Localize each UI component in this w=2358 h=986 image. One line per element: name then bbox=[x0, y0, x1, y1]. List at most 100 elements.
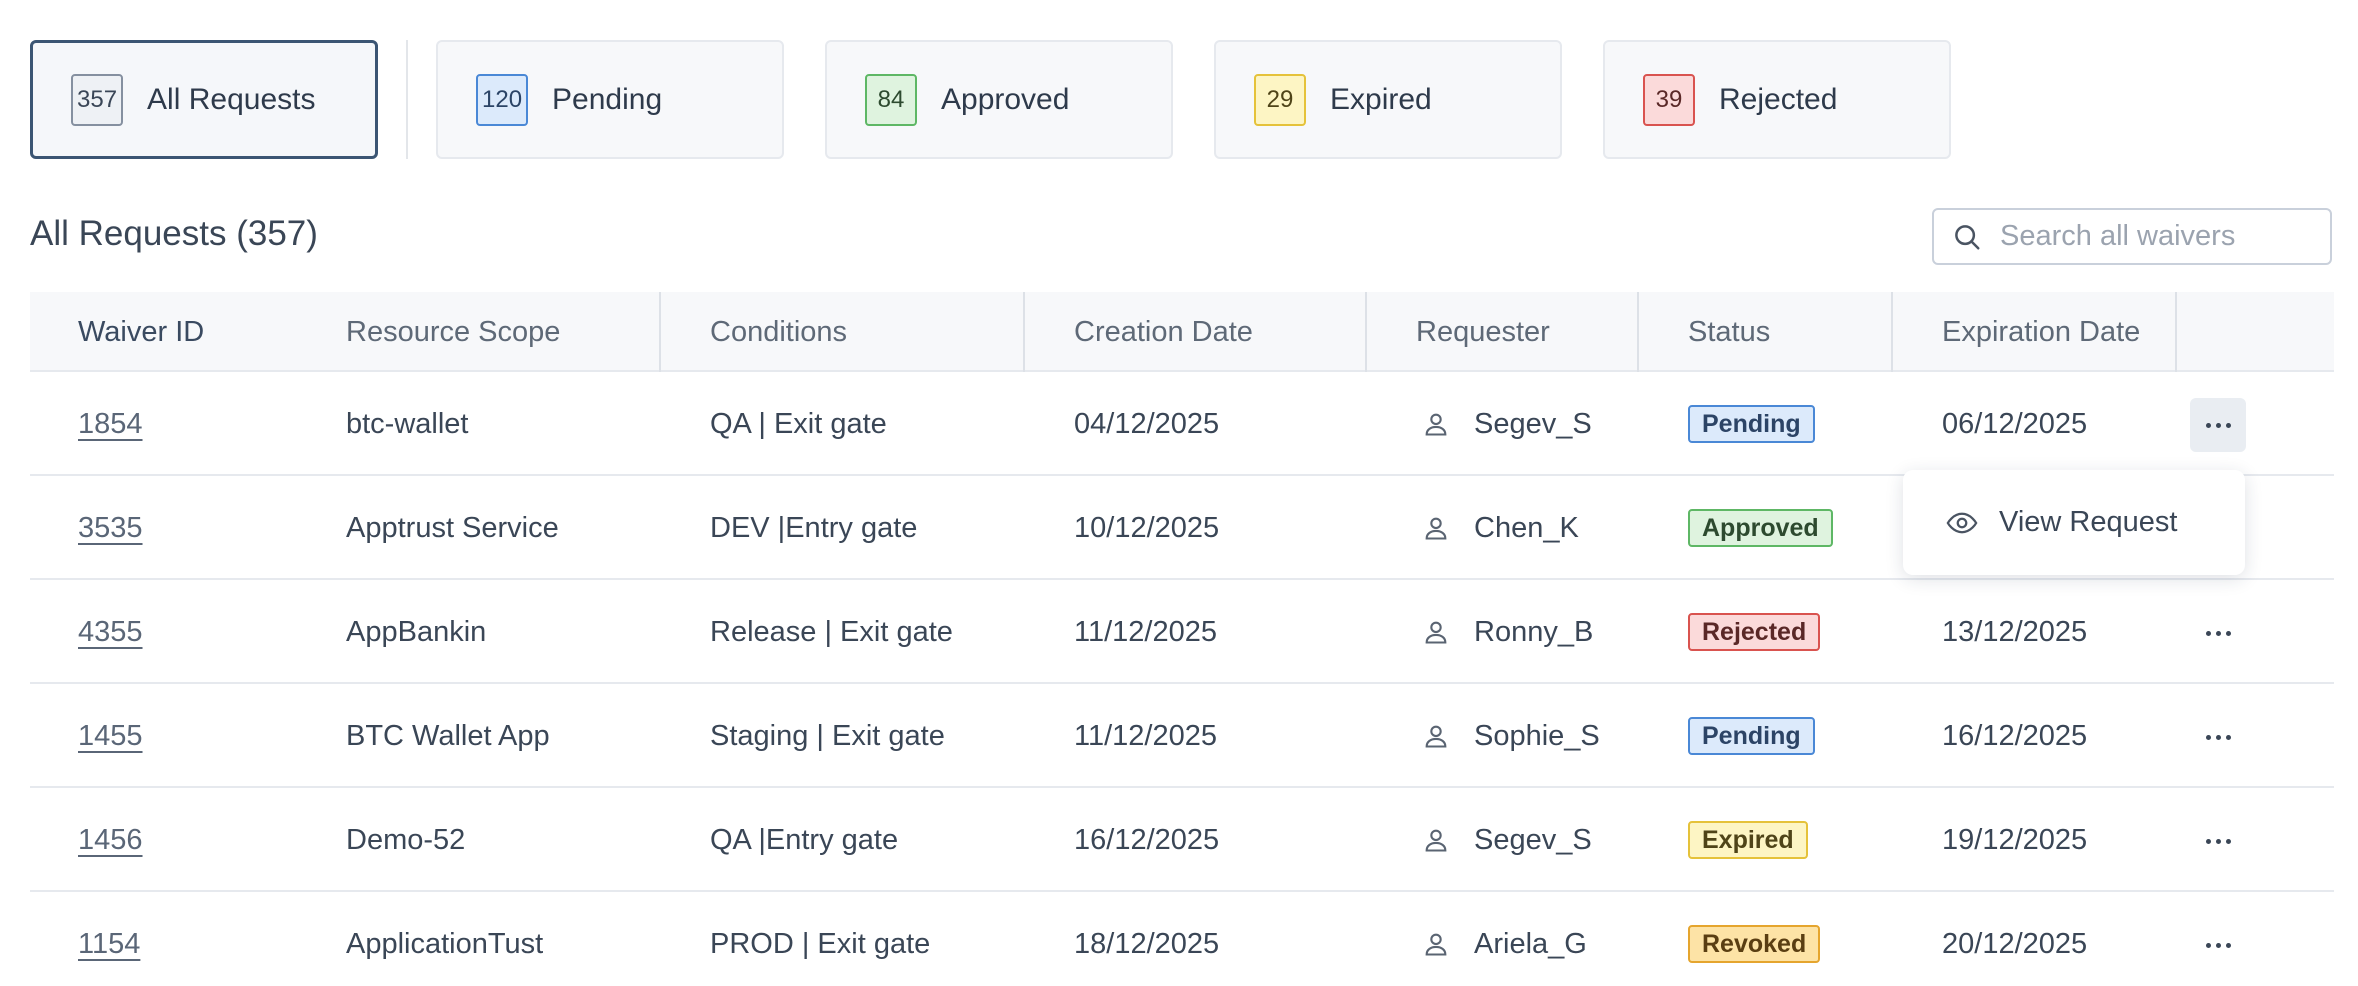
column-header-expiration-date[interactable]: Expiration Date bbox=[1942, 315, 2141, 348]
tab-count-badge: 39 bbox=[1643, 73, 1695, 126]
conditions: DEV |Entry gate bbox=[710, 511, 918, 544]
requester: Chen_K bbox=[1422, 476, 1579, 580]
tab-count-badge: 84 bbox=[865, 73, 917, 126]
creation-date: 04/12/2025 bbox=[1074, 407, 1220, 440]
column-header-waiver-id[interactable]: Waiver ID bbox=[78, 315, 205, 348]
conditions: PROD | Exit gate bbox=[710, 927, 931, 960]
waiver-id-link[interactable]: 1455 bbox=[78, 719, 143, 752]
view-request-menu-item[interactable]: View Request bbox=[1999, 506, 2178, 538]
status-badge: Expired bbox=[1688, 821, 1808, 859]
status-badge: Rejected bbox=[1688, 613, 1821, 651]
status-tabs: 357 All Requests 120 Pending 84 Approved… bbox=[30, 40, 1951, 159]
column-header-requester[interactable]: Requester bbox=[1416, 315, 1550, 348]
requester: Ariela_G bbox=[1422, 892, 1587, 986]
row-actions-menu[interactable]: View Request bbox=[1903, 470, 2245, 575]
tab-count-badge: 120 bbox=[476, 73, 529, 126]
user-icon bbox=[1425, 829, 1447, 852]
status-badge: Pending bbox=[1688, 405, 1815, 443]
page-title: All Requests (357) bbox=[30, 214, 318, 253]
resource-scope: Demo-52 bbox=[346, 823, 466, 856]
tab-pending[interactable]: 120 Pending bbox=[436, 40, 784, 159]
status-badge: Pending bbox=[1688, 717, 1815, 755]
tab-rejected[interactable]: 39 Rejected bbox=[1603, 40, 1951, 159]
tab-label: Expired bbox=[1330, 82, 1432, 116]
column-header-status[interactable]: Status bbox=[1688, 315, 1771, 348]
resource-scope: BTC Wallet App bbox=[346, 719, 550, 752]
table-row[interactable]: 4355 AppBankin Release | Exit gate 11/12… bbox=[30, 580, 2334, 684]
requester: Ronny_B bbox=[1422, 580, 1593, 684]
requester-name: Ronny_B bbox=[1474, 615, 1594, 648]
column-divider[interactable] bbox=[1891, 292, 1893, 372]
waiver-id-link[interactable]: 4355 bbox=[78, 615, 143, 648]
column-header-creation-date[interactable]: Creation Date bbox=[1074, 315, 1253, 348]
column-divider[interactable] bbox=[2175, 292, 2177, 372]
more-horizontal-icon[interactable] bbox=[2190, 814, 2246, 868]
table-row[interactable]: 3535 Apptrust Service DEV |Entry gate 10… bbox=[30, 476, 2334, 580]
requester-name: Sophie_S bbox=[1474, 719, 1600, 752]
search-icon bbox=[1955, 224, 1980, 249]
eye-icon bbox=[1946, 512, 1978, 533]
more-horizontal-icon[interactable] bbox=[2190, 606, 2246, 660]
table-row[interactable]: 1854 btc-wallet QA | Exit gate 04/12/202… bbox=[30, 372, 2334, 476]
waiver-id-link[interactable]: 1854 bbox=[78, 407, 143, 440]
tab-label: Rejected bbox=[1719, 82, 1838, 116]
column-divider[interactable] bbox=[1365, 292, 1367, 372]
requester-name: Chen_K bbox=[1474, 511, 1579, 544]
requester: Segev_S bbox=[1422, 788, 1592, 892]
tab-count-badge: 29 bbox=[1254, 73, 1306, 126]
resource-scope: Apptrust Service bbox=[346, 511, 559, 544]
table-row[interactable]: 1455 BTC Wallet App Staging | Exit gate … bbox=[30, 684, 2334, 788]
user-icon bbox=[1425, 517, 1447, 540]
creation-date: 11/12/2025 bbox=[1074, 719, 1217, 752]
column-header-resource-scope[interactable]: Resource Scope bbox=[346, 315, 561, 348]
expiration-date: 19/12/2025 bbox=[1942, 823, 2088, 856]
requester-name: Segev_S bbox=[1474, 823, 1592, 856]
creation-date: 18/12/2025 bbox=[1074, 927, 1220, 960]
requester-name: Segev_S bbox=[1474, 407, 1592, 440]
column-divider[interactable] bbox=[1023, 292, 1025, 372]
search-box[interactable] bbox=[1932, 208, 2332, 265]
tab-count-badge: 357 bbox=[71, 73, 124, 126]
waiver-id-link[interactable]: 1456 bbox=[78, 823, 143, 856]
tab-label: Pending bbox=[552, 82, 663, 116]
conditions: Staging | Exit gate bbox=[710, 719, 945, 752]
user-icon bbox=[1425, 621, 1447, 644]
more-horizontal-icon[interactable] bbox=[2190, 710, 2246, 764]
conditions: QA | Exit gate bbox=[710, 407, 887, 440]
tab-all-requests[interactable]: 357 All Requests bbox=[30, 40, 378, 159]
user-icon bbox=[1425, 413, 1447, 436]
requester: Sophie_S bbox=[1422, 684, 1600, 788]
table-header: Waiver ID Resource Scope Conditions Crea… bbox=[30, 292, 2334, 372]
status-badge: Approved bbox=[1688, 509, 1833, 547]
status-badge: Revoked bbox=[1688, 925, 1821, 963]
column-divider[interactable] bbox=[659, 292, 661, 372]
search-input[interactable] bbox=[2000, 220, 2320, 253]
waiver-id-link[interactable]: 1154 bbox=[78, 927, 141, 960]
user-icon bbox=[1425, 725, 1447, 748]
tab-expired[interactable]: 29 Expired bbox=[1214, 40, 1562, 159]
expiration-date: 20/12/2025 bbox=[1942, 927, 2088, 960]
more-horizontal-icon[interactable] bbox=[2190, 918, 2246, 972]
table-row[interactable]: 1456 Demo-52 QA |Entry gate 16/12/2025 S… bbox=[30, 788, 2334, 892]
column-divider[interactable] bbox=[1637, 292, 1639, 372]
expiration-date: 16/12/2025 bbox=[1942, 719, 2088, 752]
column-header-conditions[interactable]: Conditions bbox=[710, 315, 848, 348]
conditions: Release | Exit gate bbox=[710, 615, 953, 648]
user-icon bbox=[1425, 933, 1447, 956]
resource-scope: AppBankin bbox=[346, 615, 487, 648]
creation-date: 16/12/2025 bbox=[1074, 823, 1220, 856]
resource-scope: ApplicationTust bbox=[346, 927, 544, 960]
creation-date: 11/12/2025 bbox=[1074, 615, 1217, 648]
requester: Segev_S bbox=[1422, 372, 1592, 476]
tab-approved[interactable]: 84 Approved bbox=[825, 40, 1173, 159]
table-row[interactable]: 1154 ApplicationTust PROD | Exit gate 18… bbox=[30, 892, 2334, 986]
expiration-date: 06/12/2025 bbox=[1942, 407, 2088, 440]
waivers-table: Waiver ID Resource Scope Conditions Crea… bbox=[30, 292, 2334, 986]
waiver-id-link[interactable]: 3535 bbox=[78, 511, 143, 544]
tab-label: All Requests bbox=[147, 82, 316, 116]
requester-name: Ariela_G bbox=[1474, 927, 1587, 960]
more-horizontal-icon[interactable] bbox=[2190, 398, 2246, 452]
creation-date: 10/12/2025 bbox=[1074, 511, 1220, 544]
tab-divider bbox=[406, 40, 408, 159]
tab-label: Approved bbox=[941, 82, 1070, 116]
